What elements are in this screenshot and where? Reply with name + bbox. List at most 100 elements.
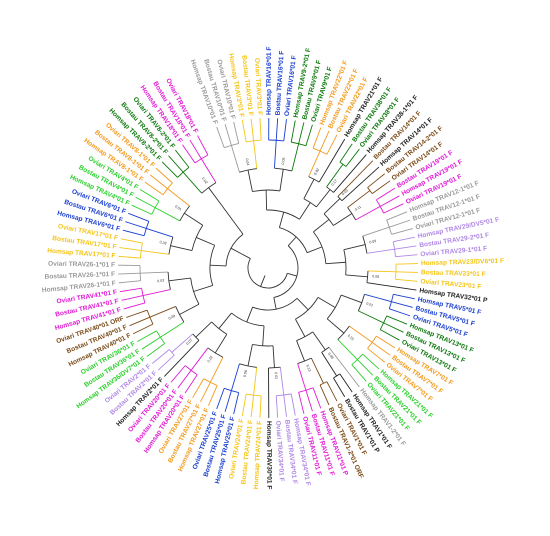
branch-segment bbox=[214, 334, 228, 354]
branch-segment bbox=[326, 318, 345, 334]
branch-segment bbox=[132, 323, 154, 335]
branch-segment bbox=[195, 321, 212, 338]
branch-segment bbox=[168, 155, 184, 173]
branch-segment bbox=[391, 301, 413, 308]
branch-length-label: 0.06 bbox=[372, 274, 379, 279]
branch-length-labels: 0.04 0.050.020.170.030.110.090.060.010.23… bbox=[157, 157, 379, 379]
branch-segment bbox=[233, 221, 244, 235]
branch-segment bbox=[298, 122, 305, 144]
branch-length-label: 0.23 bbox=[347, 334, 355, 342]
branch-segment bbox=[278, 212, 285, 228]
branch-segment bbox=[323, 198, 341, 215]
branch-segment bbox=[290, 393, 296, 416]
branch-length-label: 0.04 bbox=[245, 158, 250, 166]
leaf-label: Homsap TRAV30*01 F bbox=[265, 421, 272, 489]
branch-segment bbox=[259, 118, 262, 141]
branch-segment bbox=[351, 154, 367, 172]
branch-segment bbox=[326, 381, 338, 402]
branch-segment bbox=[394, 286, 417, 291]
branch-arc bbox=[266, 209, 300, 220]
branch-segment bbox=[118, 272, 141, 275]
branch-segment bbox=[319, 384, 330, 406]
branch-segment bbox=[253, 367, 258, 396]
branch-segment bbox=[208, 187, 223, 206]
branch-segment bbox=[273, 297, 277, 310]
branch-segment bbox=[339, 373, 353, 393]
branch-arc bbox=[351, 353, 363, 366]
branch-segment bbox=[296, 297, 309, 311]
branch-arc bbox=[291, 141, 307, 147]
branch-segment bbox=[182, 144, 196, 164]
branch-segment bbox=[366, 248, 395, 254]
leaf-label: Oviari TRAV34*01 F bbox=[274, 420, 285, 481]
branch-length-label: 0.28 bbox=[159, 240, 167, 245]
branch-segment bbox=[296, 340, 306, 362]
branch-arc bbox=[268, 366, 281, 369]
branch-segment bbox=[118, 255, 141, 259]
branch-segment bbox=[230, 247, 242, 255]
branch-arc bbox=[273, 245, 299, 298]
branch-segment bbox=[142, 289, 171, 297]
branch-segment bbox=[305, 124, 313, 146]
branch-segment bbox=[345, 148, 360, 167]
branch-arc bbox=[192, 333, 200, 341]
branch-segment bbox=[393, 293, 415, 300]
branch-segment bbox=[208, 385, 218, 406]
branch-segment bbox=[177, 370, 192, 389]
branch-segment bbox=[367, 348, 385, 363]
branch-segment bbox=[209, 357, 224, 383]
branch-segment bbox=[273, 140, 277, 169]
branch-segment bbox=[317, 297, 336, 308]
branch-segment bbox=[362, 353, 380, 370]
branch-segment bbox=[395, 254, 418, 258]
branch-arc bbox=[141, 288, 146, 304]
branch-segment bbox=[157, 354, 175, 371]
branch-segment bbox=[193, 285, 213, 292]
branch-segment bbox=[121, 295, 144, 301]
branch-segment bbox=[247, 169, 253, 192]
branch-segment bbox=[341, 181, 363, 202]
branch-segment bbox=[283, 394, 287, 417]
branch-segment bbox=[310, 357, 324, 384]
branch-segment bbox=[299, 202, 311, 220]
branch-segment bbox=[154, 207, 181, 222]
branch-segment bbox=[316, 189, 331, 208]
branch-length-label: 0.01 bbox=[366, 301, 374, 307]
branch-arc bbox=[367, 187, 373, 194]
branch-segment bbox=[230, 363, 240, 391]
branch-segment bbox=[146, 343, 165, 357]
branch-segment bbox=[233, 392, 240, 415]
branch-segment bbox=[313, 219, 330, 233]
branch-segment bbox=[376, 187, 396, 201]
branch-segment bbox=[312, 127, 322, 149]
branch-segment bbox=[279, 169, 284, 191]
branch-arc bbox=[357, 294, 365, 312]
branch-segment bbox=[233, 121, 240, 144]
branch-segment bbox=[362, 226, 390, 237]
branch-segment bbox=[367, 270, 396, 273]
branch-arc bbox=[375, 199, 385, 214]
branch-segment bbox=[161, 161, 178, 178]
branch-arc bbox=[386, 219, 392, 235]
branch-segment bbox=[275, 395, 279, 418]
branch-arc bbox=[247, 258, 288, 289]
branch-segment bbox=[250, 395, 255, 418]
branch-segment bbox=[337, 339, 358, 360]
branch-segment bbox=[272, 345, 275, 368]
branch-segment bbox=[308, 150, 321, 177]
branch-segment bbox=[340, 294, 362, 304]
branch-arc bbox=[312, 147, 328, 155]
branch-arc bbox=[190, 277, 200, 305]
branch-segment bbox=[141, 336, 161, 350]
branch-arc bbox=[146, 310, 154, 325]
branch-segment bbox=[119, 287, 142, 293]
branch-segment bbox=[395, 271, 418, 273]
branch-segment bbox=[192, 378, 205, 398]
branch-segment bbox=[150, 174, 168, 190]
branch-segment bbox=[362, 166, 380, 183]
branch-length-label: 0.02 bbox=[313, 168, 320, 176]
branch-segment bbox=[179, 303, 200, 315]
branch-segment bbox=[386, 211, 408, 221]
branch-segment bbox=[200, 158, 217, 183]
branch-segment bbox=[379, 329, 400, 341]
